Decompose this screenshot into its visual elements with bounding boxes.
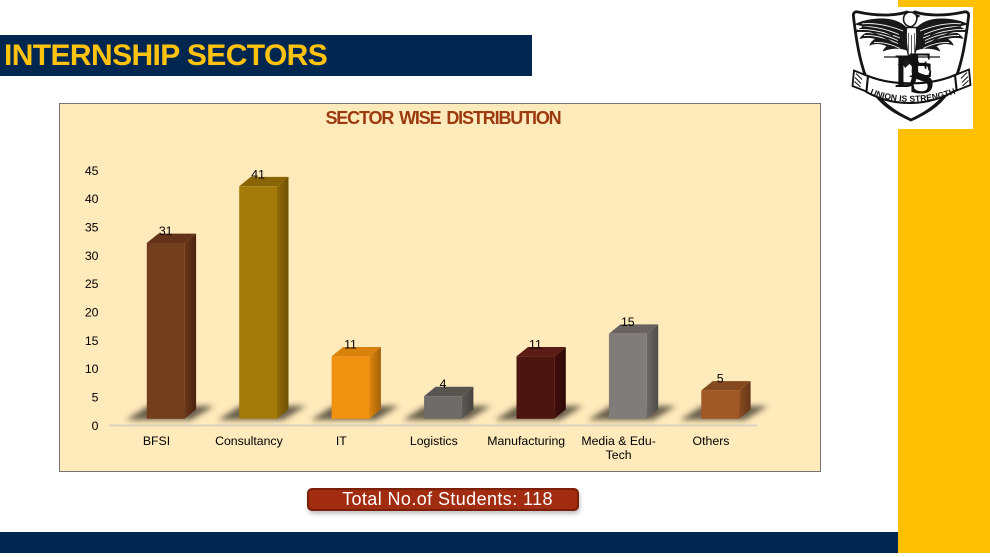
svg-text:4: 4 bbox=[440, 377, 447, 391]
svg-text:35: 35 bbox=[85, 221, 99, 235]
svg-text:31: 31 bbox=[159, 224, 173, 238]
svg-text:Others: Others bbox=[693, 434, 730, 448]
svg-text:S: S bbox=[909, 52, 935, 103]
svg-text:11: 11 bbox=[529, 337, 542, 351]
svg-text:E: E bbox=[909, 45, 933, 85]
svg-text:Media & Edu-: Media & Edu- bbox=[581, 434, 656, 448]
svg-text:Manufacturing: Manufacturing bbox=[487, 434, 565, 448]
svg-text:IT: IT bbox=[336, 434, 347, 448]
svg-text:45: 45 bbox=[85, 164, 99, 178]
svg-text:5: 5 bbox=[717, 371, 724, 385]
svg-text:BFSI: BFSI bbox=[143, 434, 170, 448]
svg-text:20: 20 bbox=[85, 306, 99, 320]
svg-text:11: 11 bbox=[344, 337, 357, 351]
svg-text:D: D bbox=[895, 45, 919, 98]
svg-text:0: 0 bbox=[92, 419, 99, 433]
svg-text:10: 10 bbox=[85, 362, 99, 376]
svg-text:41: 41 bbox=[251, 167, 265, 181]
svg-text:15: 15 bbox=[85, 334, 99, 348]
svg-text:Logistics: Logistics bbox=[410, 434, 458, 448]
svg-text:25: 25 bbox=[85, 277, 99, 291]
svg-text:Consultancy: Consultancy bbox=[215, 434, 284, 448]
svg-text:30: 30 bbox=[85, 249, 99, 263]
svg-text:SECTOR WISE DISTRIBUTION: SECTOR WISE DISTRIBUTION bbox=[325, 108, 560, 128]
svg-text:40: 40 bbox=[85, 192, 99, 206]
svg-text:15: 15 bbox=[621, 315, 635, 329]
svg-text:Tech: Tech bbox=[606, 448, 632, 462]
svg-text:5: 5 bbox=[92, 391, 99, 405]
